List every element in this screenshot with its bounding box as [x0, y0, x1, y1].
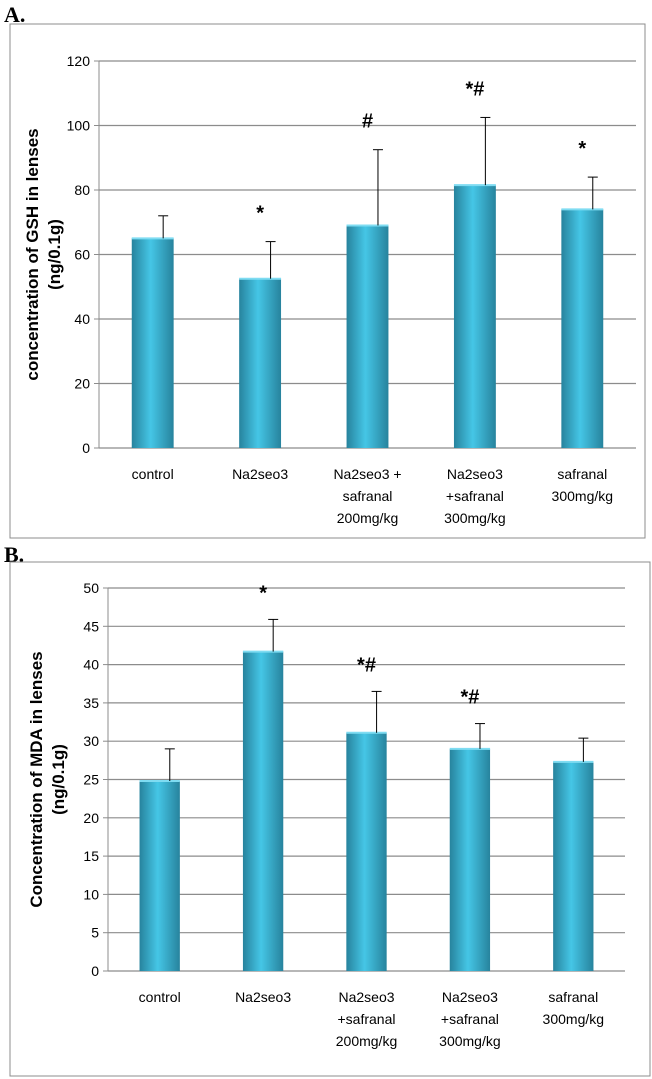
x-tick-label: Na2seo3 +safranal 300mg/kg	[444, 466, 505, 526]
significance-annotation: *	[259, 582, 267, 604]
bar	[346, 225, 389, 448]
x-tick-label: Na2seo3 +safranal 300mg/kg	[439, 989, 500, 1049]
y-tick-label: 0	[91, 963, 99, 979]
panel-b-label: B.	[4, 542, 25, 567]
significance-annotation: *	[578, 138, 586, 160]
chart-frame	[9, 23, 646, 539]
y-tick-label: 15	[83, 848, 99, 864]
y-tick-label: 100	[67, 118, 91, 134]
x-tick-label: Na2seo3 +safranal 200mg/kg	[336, 989, 397, 1049]
x-tick-label: safranal 300mg/kg	[543, 989, 604, 1027]
y-tick-label: 30	[83, 733, 99, 749]
x-tick-label: Na2seo3	[232, 466, 288, 482]
y-tick-label: 80	[74, 182, 90, 198]
chart-frame	[9, 561, 651, 1077]
y-tick-label: 10	[83, 886, 99, 902]
y-tick-label: 40	[83, 657, 99, 673]
x-tick-label: control	[132, 466, 174, 482]
y-tick-label: 5	[91, 925, 99, 941]
significance-annotation: *#	[357, 654, 376, 676]
significance-annotation: *	[256, 203, 264, 225]
y-tick-label: 50	[83, 580, 99, 596]
y-tick-label: 45	[83, 618, 99, 634]
significance-annotation: #	[362, 111, 373, 133]
significance-annotation: *#	[465, 78, 484, 100]
bar	[553, 761, 594, 971]
y-tick-label: 0	[82, 440, 90, 456]
x-tick-label: control	[139, 989, 181, 1005]
bar	[346, 732, 387, 971]
y-tick-label: 20	[74, 376, 90, 392]
x-tick-label: safranal 300mg/kg	[552, 466, 613, 504]
y-tick-label: 40	[74, 311, 90, 327]
bar	[242, 651, 284, 971]
x-tick-label: Na2seo3 + safranal 200mg/kg	[333, 466, 401, 526]
significance-annotation: *#	[460, 687, 479, 709]
panel-a-label: A.	[4, 2, 26, 27]
gsh-bar-chart: 0 20 40 60 80 100 120 control * Na2seo3 # Na2seo3 +…	[9, 23, 646, 539]
bar	[139, 781, 180, 971]
y-tick-label: 25	[83, 772, 99, 788]
bar	[239, 278, 282, 448]
bar	[453, 185, 496, 448]
y-tick-label: 120	[67, 53, 91, 69]
bar	[561, 209, 604, 448]
x-tick-label: Na2seo3	[235, 989, 291, 1005]
y-axis-label: Concentration of MDA in lenses (ng/0.1g)	[27, 651, 68, 907]
bar	[131, 238, 174, 448]
y-tick-label: 35	[83, 695, 99, 711]
mda-bar-chart: 0 5 10 15 20 25 30 35 40 45 50 control * Na2seo3 *# Na2…	[9, 561, 651, 1077]
bar	[449, 748, 491, 971]
y-tick-label: 20	[83, 810, 99, 826]
y-axis-label: concentration of GSH in lenses (ng/0.1g)	[23, 128, 64, 380]
y-tick-label: 60	[74, 247, 90, 263]
